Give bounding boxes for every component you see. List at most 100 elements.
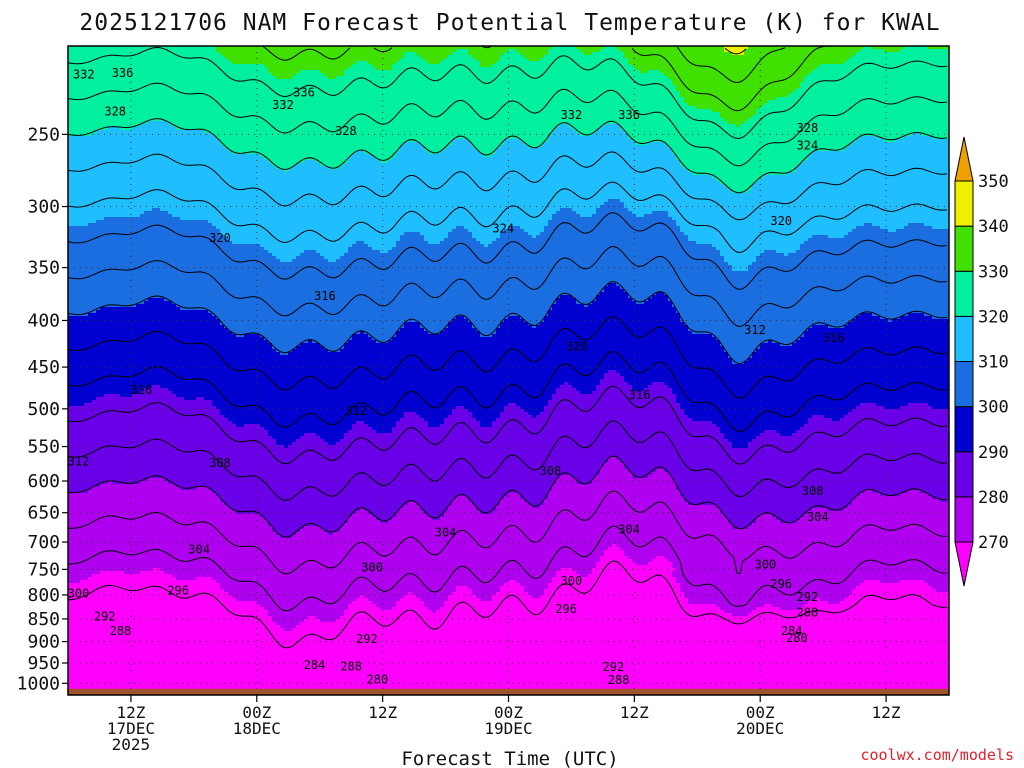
filled-layer [740, 616, 745, 695]
filled-layer [544, 589, 549, 695]
filled-layer [360, 595, 365, 695]
filled-layer [360, 508, 365, 596]
filled-layer [704, 505, 709, 605]
filled-layer [616, 124, 621, 200]
filled-layer [796, 250, 801, 341]
filled-layer [756, 256, 761, 350]
filled-layer [788, 46, 793, 95]
filled-layer [488, 157, 493, 245]
filled-layer [896, 52, 901, 140]
filled-layer [636, 70, 641, 146]
filled-layer [408, 142, 413, 233]
filled-layer [252, 244, 257, 335]
contour-line [68, 525, 948, 612]
filled-layer [524, 322, 529, 413]
filled-layer [400, 46, 405, 59]
filled-layer [832, 328, 837, 422]
filled-layer [208, 400, 213, 491]
filled-layer [124, 307, 129, 398]
filled-layer [416, 46, 421, 56]
filled-layer [792, 433, 797, 524]
filled-layer [292, 349, 297, 443]
filled-layer [644, 73, 649, 146]
contour-label: 296 [167, 583, 189, 597]
filled-layer [504, 319, 509, 407]
filled-layer [776, 520, 781, 608]
filled-layer [464, 409, 469, 497]
filled-layer [420, 328, 425, 419]
filled-layer [932, 499, 937, 590]
filled-layer [852, 46, 857, 56]
filled-layer [536, 46, 541, 62]
filled-layer [288, 262, 293, 353]
filled-layer [584, 394, 589, 485]
filled-layer [272, 256, 277, 350]
filled-layer [392, 157, 397, 248]
filled-layer [528, 505, 533, 596]
filled-layer [172, 217, 177, 305]
filled-layer [896, 46, 901, 53]
filled-layer [276, 79, 281, 170]
filled-layer [156, 385, 161, 479]
filled-layer [840, 46, 845, 65]
filled-layer [204, 487, 209, 578]
filled-layer [320, 622, 325, 695]
filled-layer [804, 514, 809, 605]
filled-layer [908, 136, 913, 224]
filled-layer [212, 316, 217, 407]
filled-layer [104, 46, 109, 131]
filled-layer [900, 49, 905, 140]
filled-layer [740, 448, 745, 530]
filled-layer [308, 250, 313, 341]
filled-layer [424, 241, 429, 332]
filled-layer [784, 610, 789, 695]
filled-layer [752, 352, 757, 440]
filled-layer [584, 46, 589, 56]
filled-layer [648, 70, 653, 143]
filled-layer [836, 421, 841, 512]
filled-layer [804, 76, 809, 161]
filled-layer [932, 139, 937, 230]
filled-layer [76, 493, 81, 584]
filled-layer [356, 241, 361, 335]
filled-layer [792, 610, 797, 695]
filled-layer [132, 394, 137, 485]
filled-layer [576, 304, 581, 392]
filled-layer [544, 406, 549, 500]
filled-layer [776, 253, 781, 344]
contour-label: 288 [340, 659, 362, 673]
filled-layer [800, 82, 805, 164]
filled-layer [660, 556, 665, 695]
filled-layer [108, 217, 113, 308]
filled-layer [112, 127, 117, 218]
filled-layer [472, 238, 477, 329]
filled-layer [772, 100, 777, 176]
filled-layer [908, 403, 913, 491]
filled-layer [368, 337, 373, 428]
filled-layer [536, 325, 541, 416]
filled-layer [700, 334, 705, 422]
filled-layer [368, 514, 373, 602]
filled-layer [152, 208, 157, 299]
filled-layer [848, 46, 853, 59]
filled-layer [280, 628, 285, 695]
filled-layer [924, 316, 929, 404]
filled-layer [652, 142, 657, 212]
x-tick-label: 00Z [746, 703, 775, 722]
filled-layer [232, 334, 237, 425]
filled-layer [652, 472, 657, 560]
filled-layer [512, 49, 517, 140]
filled-layer [284, 355, 289, 449]
filled-layer [264, 46, 269, 68]
filled-layer [720, 433, 725, 515]
filled-layer [324, 259, 329, 350]
filled-layer [352, 154, 357, 245]
filled-layer [748, 118, 753, 191]
filled-layer [772, 175, 777, 251]
filled-layer [768, 46, 773, 101]
filled-layer [540, 505, 545, 596]
filled-layer [216, 52, 221, 140]
filled-layer [144, 481, 149, 572]
filled-layer [700, 46, 705, 110]
filled-layer [168, 301, 173, 392]
